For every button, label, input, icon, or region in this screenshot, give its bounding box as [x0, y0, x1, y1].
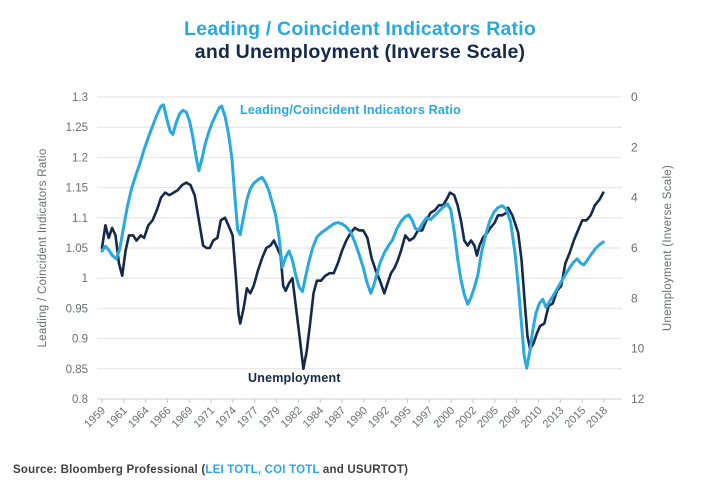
x-tick-label: 1966	[148, 405, 174, 431]
left-tick-label: 0.9	[72, 334, 88, 346]
left-axis-title: Leading / Coincident Indicators Ratio	[37, 148, 49, 347]
x-tick-label: 1974	[213, 405, 239, 431]
left-tick-label: 1.2	[72, 152, 88, 164]
chart-title: Leading / Coincident Indicators Ratio an…	[0, 18, 720, 64]
x-tick-label: 2015	[562, 405, 588, 431]
x-tick-label: 2018	[584, 405, 610, 431]
source-prefix: Source: Bloomberg Professional (	[13, 464, 206, 476]
unemployment-series-label: Unemployment	[248, 371, 341, 385]
x-tick-label: 1987	[322, 405, 348, 431]
left-tick-label: 1.3	[72, 92, 88, 104]
left-tick-label: 1.25	[66, 122, 88, 134]
x-tick-label: 1971	[191, 405, 217, 431]
ratio-line	[100, 103, 605, 370]
right-tick-label: 2	[631, 140, 638, 154]
x-tick-label: 1995	[388, 405, 414, 431]
left-tick-label: 1.05	[66, 243, 88, 255]
x-tick-label: 1969	[170, 405, 196, 431]
x-tick-label: 1979	[257, 405, 283, 431]
x-tick-label: 1997	[410, 405, 436, 431]
unemployment-line	[100, 181, 605, 371]
right-tick-label: 10	[631, 342, 645, 356]
x-tick-label: 1990	[344, 405, 370, 431]
x-tick-label: 1992	[366, 405, 392, 431]
x-tick-label: 1964	[126, 405, 152, 431]
ratio-series-label: Leading/Coincident Indicators Ratio	[240, 103, 461, 117]
left-tick-label: 0.85	[66, 364, 88, 376]
x-tick-label: 2010	[519, 405, 545, 431]
right-tick-label: 6	[631, 241, 638, 255]
x-tick-label: 2002	[453, 405, 479, 431]
x-tick-label: 2008	[497, 405, 523, 431]
right-tick-label: 12	[631, 392, 645, 406]
left-tick-label: 1	[82, 273, 88, 285]
left-tick-label: 0.95	[66, 303, 88, 315]
x-tick-label: 1982	[279, 405, 305, 431]
chart-plot: Leading / Coincident Indicators Ratio Un…	[37, 90, 674, 431]
chart-title-line2: and Unemployment (Inverse Scale)	[194, 41, 526, 63]
x-tick-label: 1977	[235, 405, 261, 431]
source-suffix: and USURTOT)	[319, 464, 409, 476]
x-tick-label: 1961	[104, 405, 130, 431]
right-tick-label: 8	[631, 291, 638, 305]
left-tick-label: 1.1	[72, 213, 88, 225]
x-tick-label: 2000	[432, 405, 458, 431]
x-tick-label: 1984	[301, 405, 327, 431]
right-tick-label: 4	[631, 191, 638, 205]
x-tick-label: 2013	[541, 405, 567, 431]
right-tick-label: 0	[631, 90, 638, 104]
source-tickers: LEI TOTL, COI TOTL	[205, 464, 320, 476]
source-text: Source: Bloomberg Professional (LEI TOTL…	[13, 464, 408, 476]
x-tick-label: 1959	[82, 405, 108, 431]
left-tick-label: 1.15	[66, 183, 88, 195]
x-tick-label: 2005	[475, 405, 501, 431]
left-tick-label: 0.8	[72, 394, 88, 406]
right-axis-title: Unemployment (Inverse Scale)	[662, 165, 674, 331]
chart-title-line1: Leading / Coincident Indicators Ratio	[184, 18, 536, 40]
